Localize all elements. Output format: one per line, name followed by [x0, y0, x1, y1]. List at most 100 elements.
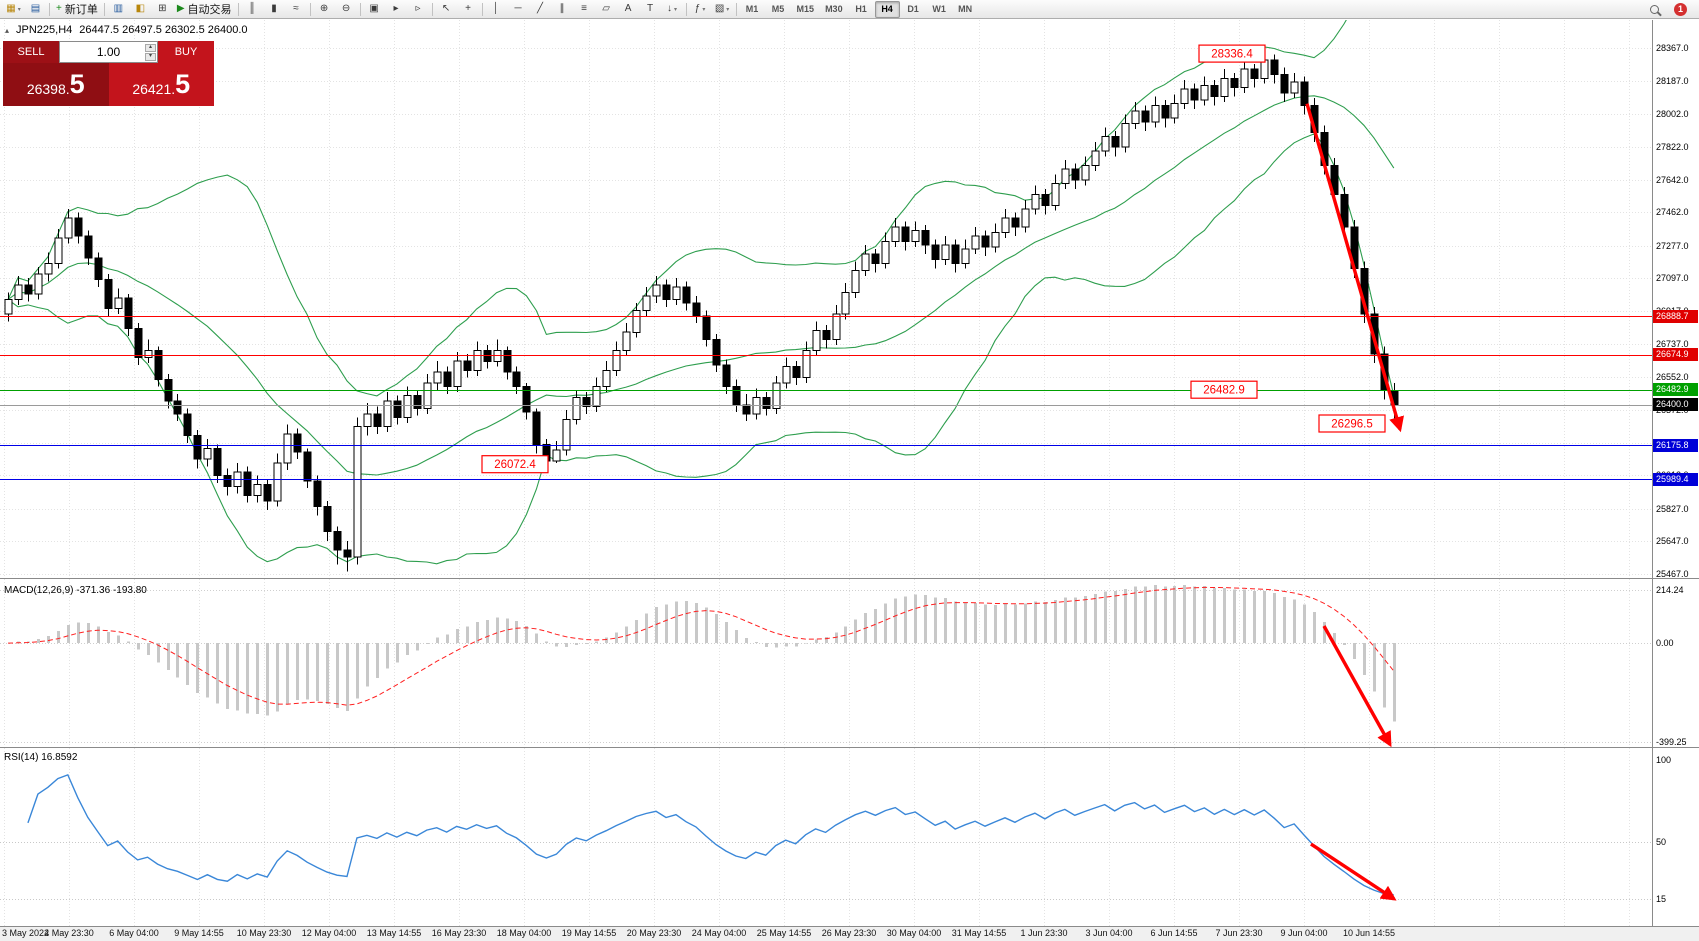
- horizontal-line-icon[interactable]: ─: [508, 1, 529, 18]
- data-window-icon: ◧: [135, 3, 146, 14]
- time-axis-label: 13 May 14:55: [366, 928, 422, 938]
- template-icon: ▧: [714, 3, 725, 14]
- shapes-icon[interactable]: ▱: [596, 1, 617, 18]
- price-axis-label: 27822.0: [1656, 141, 1689, 152]
- new-order-button[interactable]: + 新订单: [53, 1, 101, 18]
- chart-shift-icon[interactable]: ▹: [408, 1, 429, 18]
- timeframe-d1-button[interactable]: D1: [907, 4, 919, 14]
- profiles-icon[interactable]: ▤: [25, 1, 46, 18]
- indicators-icon: ƒ: [694, 3, 701, 14]
- horizontal-lines[interactable]: [0, 315, 1652, 481]
- panel-separator[interactable]: [0, 578, 1699, 579]
- fibonacci-icon: ≡: [581, 3, 587, 14]
- timeframe-h1-button[interactable]: H1: [855, 4, 867, 14]
- main-chart-svg[interactable]: 28336.4 26482.9 26296.5 26072.4: [0, 20, 1652, 578]
- volume-spinner: ▴ ▾: [145, 43, 156, 61]
- autotrade-button[interactable]: ▶ 自动交易: [174, 1, 235, 18]
- annotation-text: 28336.4: [1211, 49, 1253, 61]
- text-icon[interactable]: A: [618, 1, 639, 18]
- timeframe-m15-button[interactable]: M15: [796, 4, 815, 14]
- trendline-icon: ╱: [537, 3, 544, 14]
- time-axis-label: 16 May 23:30: [431, 928, 487, 938]
- toolbar-separator: [309, 2, 311, 16]
- time-axis-label: 3 Jun 04:00: [1085, 928, 1133, 938]
- market-watch-icon[interactable]: ▥: [108, 1, 129, 18]
- time-axis-label: 18 May 04:00: [496, 928, 552, 938]
- text-icon: A: [624, 3, 632, 14]
- macd-panel-svg[interactable]: [0, 579, 1652, 747]
- buy-price-big-digit: 5: [175, 69, 191, 99]
- sell-price[interactable]: 26398. 5: [3, 63, 109, 106]
- notifications-badge[interactable]: 1: [1670, 1, 1691, 18]
- time-axis-label: 12 May 04:00: [301, 928, 357, 938]
- timeframe-w1-button[interactable]: W1: [932, 4, 946, 14]
- cursor-icon[interactable]: ↖: [436, 1, 457, 18]
- timeframe-mn-button[interactable]: MN: [958, 4, 973, 14]
- price-axis[interactable]: 28367.0 28187.0 28002.0 27822.0 27642.0 27462…: [1653, 20, 1699, 926]
- annotation-text: 26072.4: [494, 459, 536, 471]
- line-chart-icon[interactable]: ≈: [286, 1, 307, 18]
- time-axis-label: 26 May 23:30: [821, 928, 877, 938]
- candles: [4, 53, 1399, 572]
- sell-price-big-digit: 5: [69, 69, 85, 99]
- candle-chart-icon: ▮: [271, 3, 277, 14]
- timeframe-m30-button[interactable]: M30: [825, 4, 843, 14]
- zoom-out-icon[interactable]: ⊖: [336, 1, 357, 18]
- annotation-box: [1190, 380, 1258, 399]
- tile-windows-icon[interactable]: ▣: [364, 1, 385, 18]
- toolbar-group-panels: ▥ ◧ ⊞ ▶ 自动交易: [108, 1, 235, 18]
- bar-chart-icon[interactable]: ║: [242, 1, 263, 18]
- sell-button[interactable]: SELL: [3, 41, 59, 63]
- timeframe-h4-button[interactable]: H4: [874, 0, 900, 18]
- auto-scroll-icon: ▸: [393, 3, 399, 14]
- new-chart-icon: ▦: [6, 3, 16, 14]
- search-icon[interactable]: [1644, 1, 1665, 18]
- annotation-text: 26296.5: [1331, 419, 1373, 431]
- rsi-panel-svg[interactable]: [0, 748, 1652, 926]
- label-icon[interactable]: T: [640, 1, 661, 18]
- channel-icon[interactable]: ∥: [552, 1, 573, 18]
- macd-indicator-label: MACD(12,26,9) -371.36 -193.80: [4, 585, 147, 596]
- toolbar-group-draw: │ ─ ╱ ∥ ≡ ▱ A T ↓ ▾: [486, 1, 683, 18]
- toolbar-separator: [49, 2, 50, 16]
- new-chart-icon[interactable]: ▦ ▾: [3, 1, 24, 18]
- chart-window[interactable]: 28336.4 26482.9 26296.5 26072.4 28367.0 2818…: [0, 19, 1699, 941]
- notifications-badge: 1: [1674, 2, 1687, 16]
- arrows-icon[interactable]: ↓ ▾: [662, 1, 683, 18]
- zoom-in-icon[interactable]: ⊕: [314, 1, 335, 18]
- indicators-icon[interactable]: ƒ ▾: [690, 1, 711, 18]
- line-chart-icon: ≈: [293, 3, 299, 14]
- time-axis[interactable]: 3 May 2022 4 May 23:30 6 May 04:00 9 May 14…: [0, 927, 1699, 941]
- template-icon[interactable]: ▧ ▾: [712, 1, 733, 18]
- downtrend-arrow[interactable]: [1305, 103, 1404, 433]
- candle-chart-icon[interactable]: ▮: [264, 1, 285, 18]
- one-click-collapse-icon[interactable]: ▴: [5, 25, 10, 35]
- crosshair-icon[interactable]: +: [458, 1, 479, 18]
- panel-separator[interactable]: [0, 747, 1699, 748]
- price-axis-label: 25647.0: [1656, 536, 1689, 547]
- auto-scroll-icon[interactable]: ▸: [386, 1, 407, 18]
- rsi-down-arrow[interactable]: [1310, 842, 1397, 901]
- price-annotations[interactable]: 28336.4 26482.9 26296.5 26072.4: [481, 44, 1386, 474]
- channel-icon: ∥: [559, 3, 565, 14]
- time-axis-label: 10 Jun 14:55: [1342, 928, 1396, 938]
- navigator-icon[interactable]: ⊞: [152, 1, 173, 18]
- macd-down-arrow[interactable]: [1322, 625, 1392, 747]
- volume-down-button[interactable]: ▾: [145, 52, 156, 61]
- fibonacci-icon[interactable]: ≡: [574, 1, 595, 18]
- time-axis-label: 10 May 23:30: [236, 928, 292, 938]
- vertical-line-icon[interactable]: │: [486, 1, 507, 18]
- buy-button[interactable]: BUY: [158, 41, 214, 63]
- volume-input[interactable]: 1.00 ▴ ▾: [59, 41, 158, 63]
- volume-up-button[interactable]: ▴: [145, 43, 156, 52]
- timeframe-m1-button[interactable]: M1: [745, 4, 759, 14]
- time-axis-label: 1 Jun 23:30: [1020, 928, 1068, 938]
- timeframe-m5-button[interactable]: M5: [771, 4, 785, 14]
- crosshair-icon: +: [465, 3, 471, 14]
- time-axis-label: 24 May 04:00: [691, 928, 747, 938]
- trendline-icon[interactable]: ╱: [530, 1, 551, 18]
- buy-price[interactable]: 26421. 5: [108, 63, 214, 106]
- data-window-icon[interactable]: ◧: [130, 1, 151, 18]
- price-axis-label: 26737.0: [1656, 338, 1689, 349]
- time-axis-label: 4 May 23:30: [44, 928, 94, 938]
